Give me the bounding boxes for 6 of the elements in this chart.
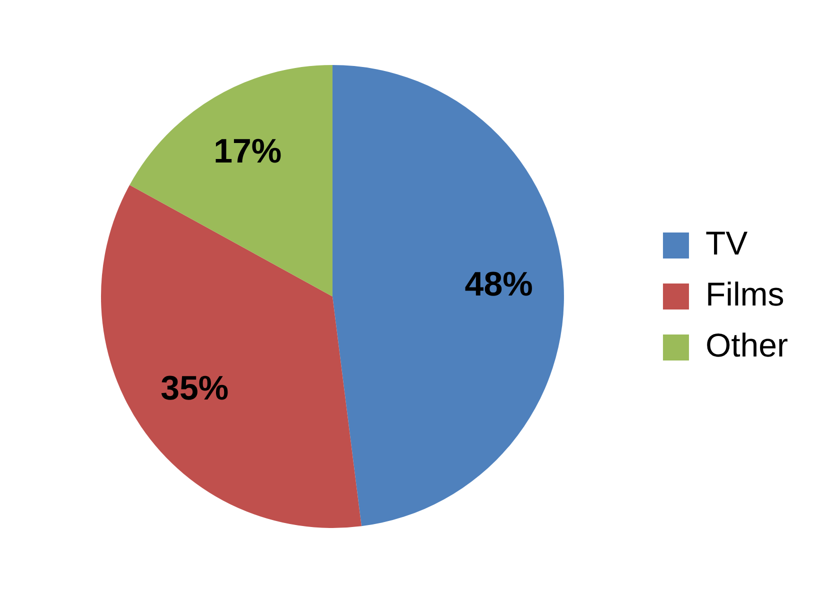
legend-label: Other (705, 326, 788, 364)
data-label: 17% (214, 132, 282, 170)
legend-label: Films (705, 276, 784, 313)
data-label: 48% (464, 265, 533, 304)
data-label: 35% (160, 370, 229, 408)
legend-label: TV (705, 224, 748, 262)
